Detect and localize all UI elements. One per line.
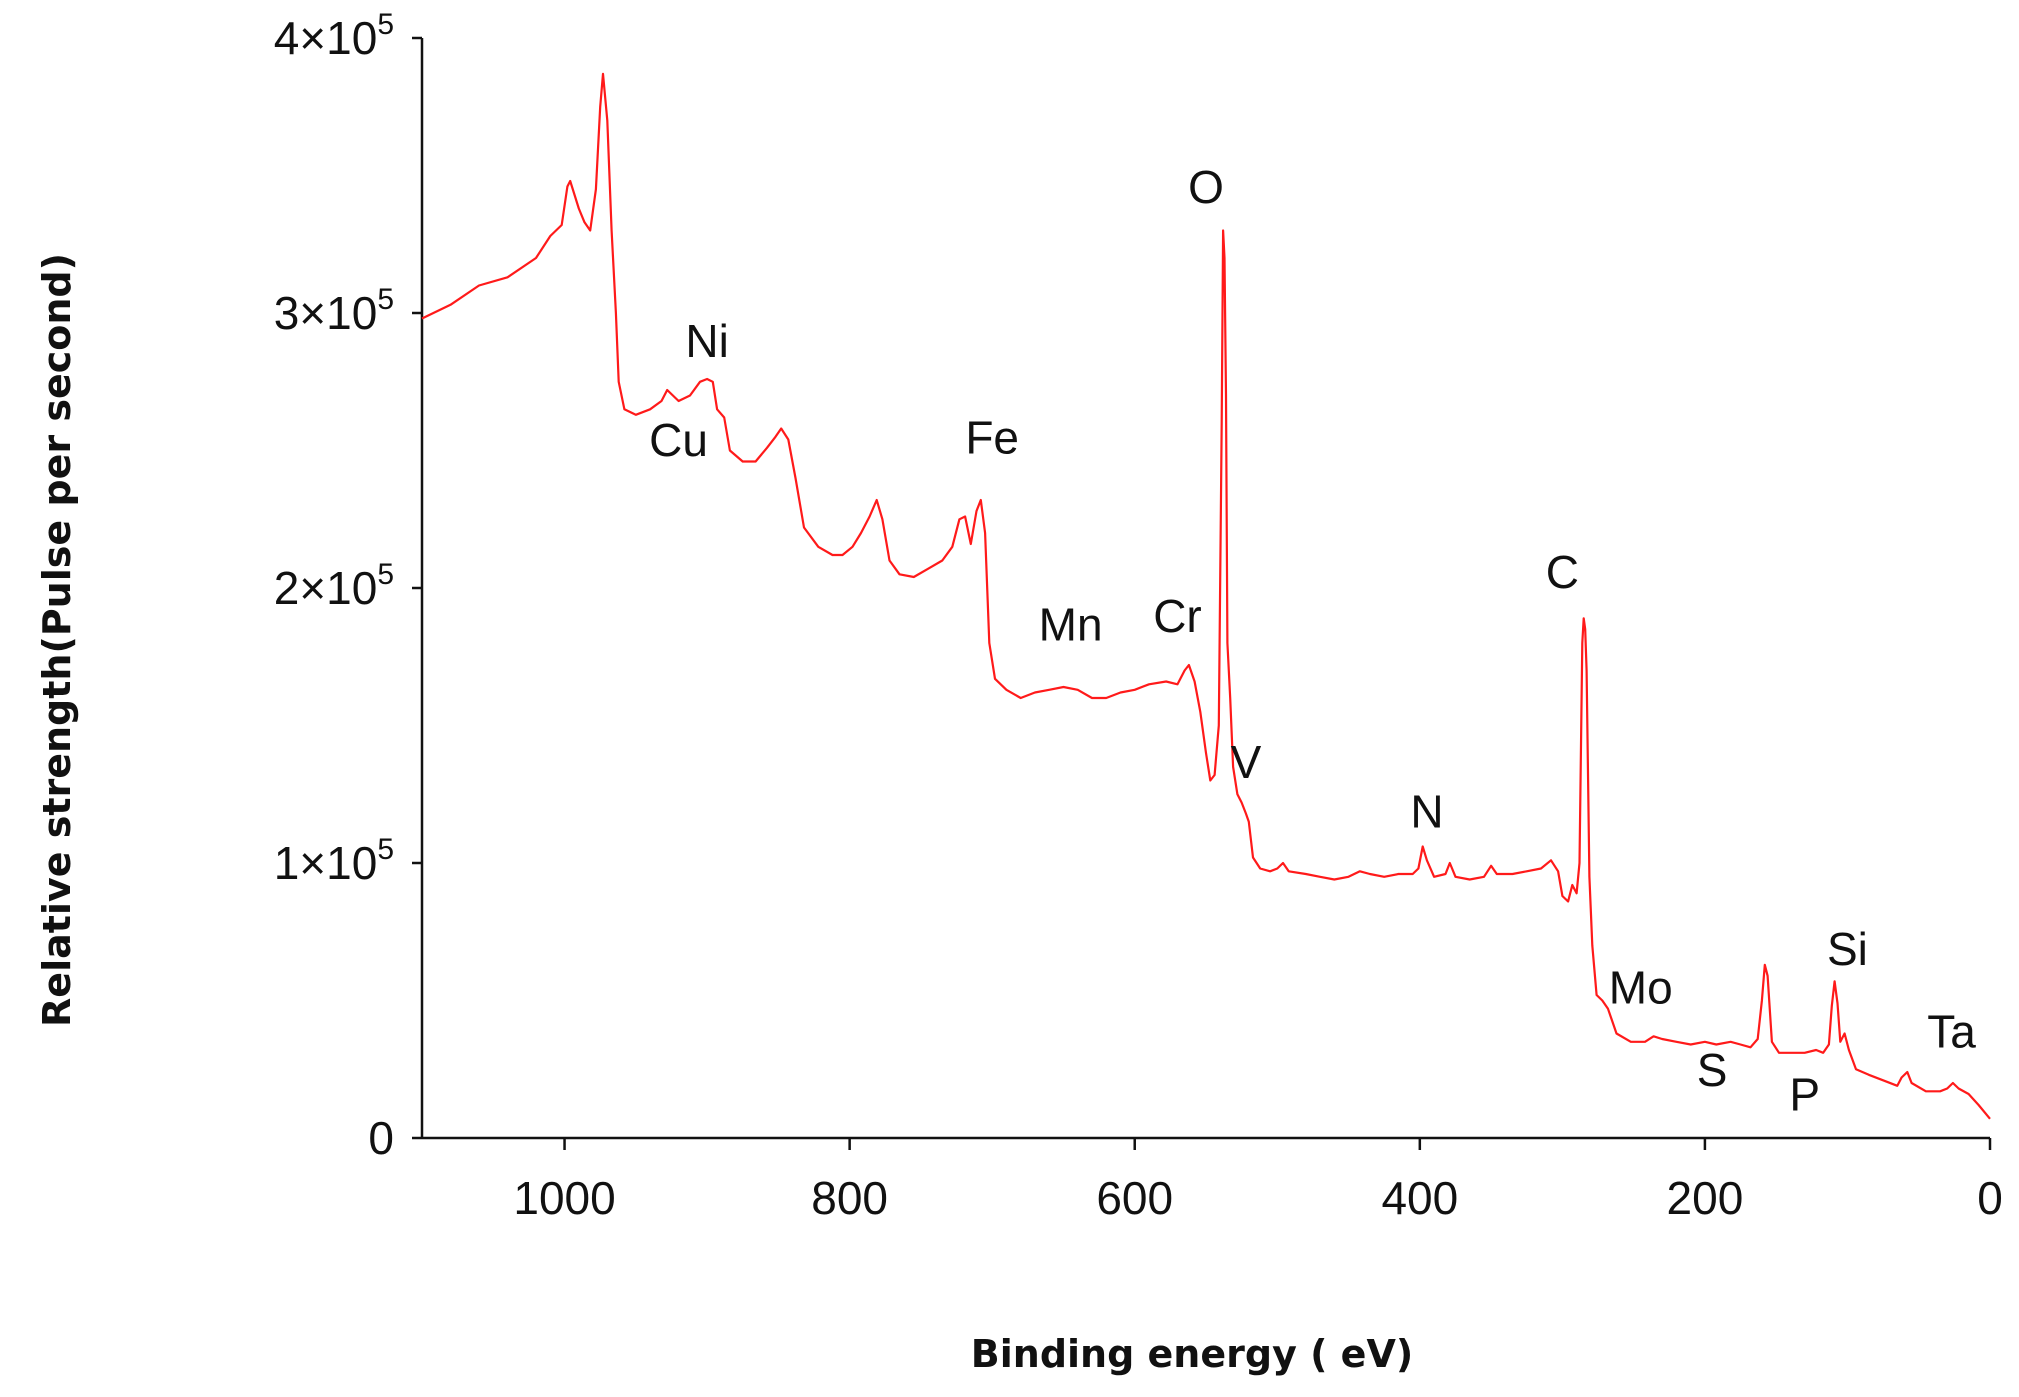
x-tick-label: 600 [1096,1172,1173,1224]
y-tick-label: 0 [368,1112,394,1164]
x-tick-label: 1000 [513,1172,615,1224]
x-tick-label: 400 [1381,1172,1458,1224]
peak-label: C [1546,546,1579,598]
peak-label: Mo [1609,961,1673,1013]
peak-label: Ta [1927,1005,1976,1057]
peak-label: O [1188,161,1224,213]
peak-label: P [1789,1069,1820,1121]
peak-label: Cr [1153,590,1202,642]
peak-label: V [1231,736,1262,788]
y-tick-label: 1×105 [274,833,394,889]
peak-label: S [1697,1044,1728,1096]
y-tick-label: 2×105 [274,558,394,614]
y-axis-title: Relative strength(Pulse per second) [35,253,79,1027]
y-tick-label: 3×105 [274,283,394,339]
peak-label: Si [1827,923,1868,975]
peak-label: Cu [649,414,708,466]
peak-label: Fe [965,411,1019,463]
ticks: 1000 800 600 400 200 0 0 1×105 2×105 3×105 4×105 [274,8,2003,1224]
peak-label: N [1410,785,1443,837]
x-tick-label: 0 [1977,1172,2003,1224]
y-tick-label: 4×105 [274,8,394,64]
spectrum-line [421,72,1991,1120]
x-axis-title: Binding energy ( eV) [971,1332,1413,1376]
x-tick-label: 800 [811,1172,888,1224]
x-tick-label: 200 [1667,1172,1744,1224]
series [421,72,1991,1120]
peak-label: Ni [685,315,728,367]
peak-label: Mn [1039,598,1103,650]
peak-annotations: Ni Cu Fe O Mn Cr V N C Mo S P Si Ta [649,161,1976,1121]
